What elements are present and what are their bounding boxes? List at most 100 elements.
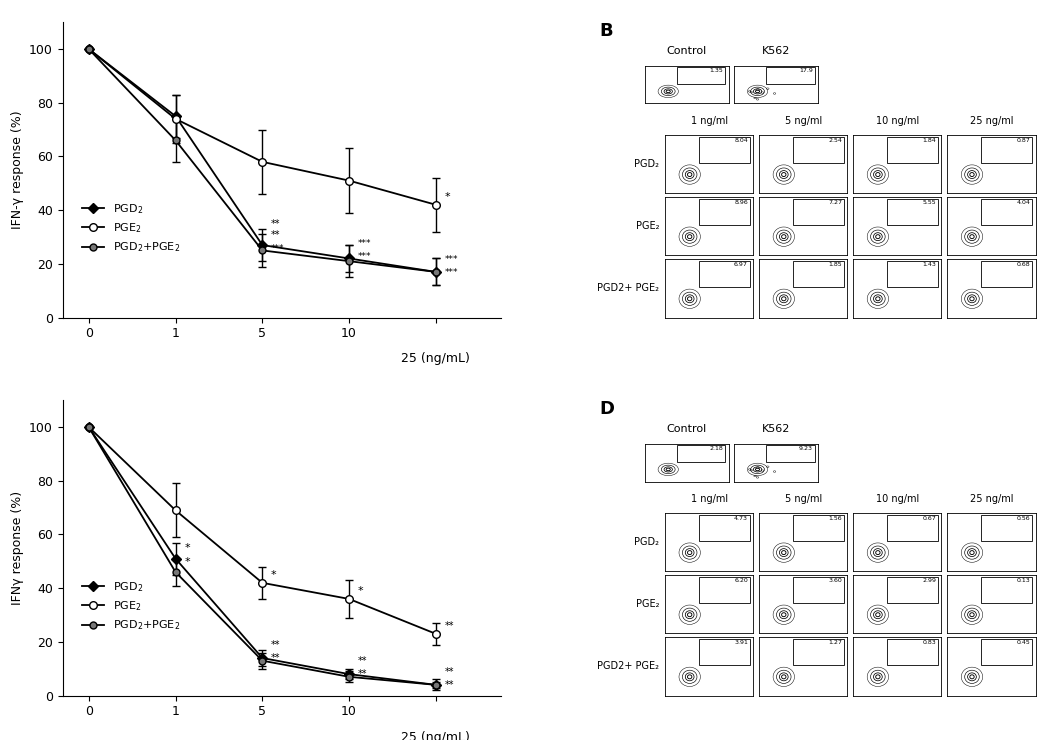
Text: 25 (ng/mL): 25 (ng/mL)	[402, 352, 471, 366]
Text: D: D	[599, 400, 614, 418]
Y-axis label: IFN-γ response (%): IFN-γ response (%)	[10, 110, 24, 229]
Bar	[887, 639, 938, 665]
Legend: PGD$_2$, PGE$_2$, PGD$_2$+PGE$_2$: PGD$_2$, PGE$_2$, PGD$_2$+PGE$_2$	[77, 198, 184, 259]
Text: 5 ng/ml: 5 ng/ml	[784, 116, 822, 126]
Bar	[887, 577, 938, 603]
Bar	[887, 515, 938, 541]
Text: *: *	[184, 556, 190, 567]
Bar	[793, 137, 844, 163]
Text: ***: ***	[445, 255, 458, 264]
Text: 1.56: 1.56	[828, 517, 842, 521]
Bar	[699, 639, 750, 665]
Text: *: *	[271, 570, 276, 580]
Bar	[981, 577, 1032, 603]
Text: PGD₂: PGD₂	[634, 159, 659, 169]
Text: ***: ***	[358, 239, 371, 248]
Bar	[699, 199, 750, 225]
Bar	[793, 639, 844, 665]
Bar	[887, 261, 938, 287]
Text: Control: Control	[666, 424, 707, 434]
Bar	[793, 199, 844, 225]
Text: PGE₂: PGE₂	[636, 221, 659, 231]
Text: 2.54: 2.54	[828, 138, 842, 143]
Text: **: **	[271, 640, 280, 650]
Text: **: **	[271, 219, 280, 229]
Text: *: *	[358, 586, 363, 596]
Text: **: **	[358, 656, 367, 666]
Text: B: B	[599, 22, 613, 40]
Bar	[766, 445, 815, 462]
Text: 25 ng/ml: 25 ng/ml	[970, 494, 1014, 504]
Text: 0.56: 0.56	[1017, 517, 1030, 521]
Text: **: **	[358, 670, 367, 679]
Legend: PGD$_2$, PGE$_2$, PGD$_2$+PGE$_2$: PGD$_2$, PGE$_2$, PGD$_2$+PGE$_2$	[77, 576, 184, 637]
Text: Control: Control	[666, 46, 707, 56]
Text: 1.27: 1.27	[828, 640, 842, 645]
Y-axis label: IFNγ response (%): IFNγ response (%)	[10, 491, 24, 605]
Text: PGD2+ PGE₂: PGD2+ PGE₂	[597, 662, 659, 671]
Text: PGD₂: PGD₂	[634, 537, 659, 547]
Text: 1 ng/ml: 1 ng/ml	[690, 116, 728, 126]
Text: 10 ng/ml: 10 ng/ml	[876, 494, 919, 504]
Text: 1.35: 1.35	[710, 68, 724, 73]
Bar	[699, 137, 750, 163]
Bar	[887, 199, 938, 225]
Text: PGE₂: PGE₂	[636, 599, 659, 609]
Bar	[793, 577, 844, 603]
Text: **: **	[271, 653, 280, 663]
Text: 10 ng/ml: 10 ng/ml	[876, 116, 919, 126]
Bar	[981, 515, 1032, 541]
Text: 17.9: 17.9	[799, 68, 813, 73]
Text: 7.27: 7.27	[828, 201, 842, 205]
Text: 8.04: 8.04	[734, 138, 748, 143]
Text: 8.96: 8.96	[734, 201, 748, 205]
Text: **: **	[445, 680, 454, 690]
Text: 6.97: 6.97	[734, 263, 748, 267]
Bar	[766, 67, 815, 84]
Text: **: **	[445, 667, 454, 677]
Text: 6.20: 6.20	[734, 579, 748, 583]
Bar	[699, 577, 750, 603]
Text: **: **	[271, 229, 280, 240]
Text: 1.85: 1.85	[828, 263, 842, 267]
Bar	[981, 261, 1032, 287]
Text: 4.73: 4.73	[734, 517, 748, 521]
Bar	[981, 639, 1032, 665]
Bar	[981, 137, 1032, 163]
Bar	[699, 515, 750, 541]
Text: PGD2+ PGE₂: PGD2+ PGE₂	[597, 283, 659, 293]
Text: 9.23: 9.23	[799, 446, 813, 451]
Text: ***: ***	[445, 269, 458, 278]
Bar	[677, 67, 725, 84]
Text: 0.13: 0.13	[1017, 579, 1030, 583]
Text: 0.67: 0.67	[923, 517, 936, 521]
Text: 5 ng/ml: 5 ng/ml	[784, 494, 822, 504]
Bar	[793, 261, 844, 287]
Text: **: **	[445, 621, 454, 631]
Text: 0.45: 0.45	[1017, 640, 1030, 645]
Text: 2.18: 2.18	[710, 446, 724, 451]
Text: 0.68: 0.68	[1017, 263, 1030, 267]
Text: 1.43: 1.43	[923, 263, 936, 267]
Text: 1 ng/ml: 1 ng/ml	[690, 494, 728, 504]
Bar	[793, 515, 844, 541]
Bar	[887, 137, 938, 163]
Text: ***: ***	[358, 252, 371, 261]
Text: ***: ***	[271, 244, 285, 253]
Text: 0.87: 0.87	[1017, 138, 1030, 143]
Text: K562: K562	[761, 424, 790, 434]
Bar	[677, 445, 725, 462]
Text: *: *	[445, 192, 450, 202]
Text: 25 ng/ml: 25 ng/ml	[970, 116, 1014, 126]
Text: 5.55: 5.55	[923, 201, 936, 205]
Text: 3.91: 3.91	[734, 640, 748, 645]
Text: K562: K562	[761, 46, 790, 56]
Text: 25 (ng/mL): 25 (ng/mL)	[402, 730, 471, 740]
Text: 1.84: 1.84	[923, 138, 936, 143]
Text: 2.99: 2.99	[923, 579, 936, 583]
Text: *: *	[184, 543, 190, 554]
Bar	[981, 199, 1032, 225]
Text: 0.83: 0.83	[923, 640, 936, 645]
Text: 3.60: 3.60	[828, 579, 842, 583]
Bar	[699, 261, 750, 287]
